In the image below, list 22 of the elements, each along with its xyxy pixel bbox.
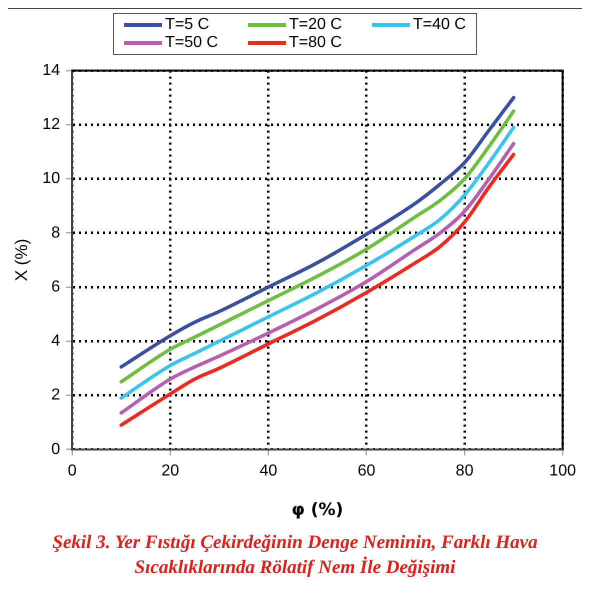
y-tick-label: 2 [51, 386, 60, 404]
y-tick-label: 10 [42, 170, 60, 188]
legend-label: T=50 C [165, 34, 218, 52]
x-tick-label: 0 [68, 462, 77, 480]
y-tick-label: 4 [51, 332, 60, 350]
y-tick-label: 6 [51, 278, 60, 296]
x-axis-title: φ (%) [292, 500, 344, 520]
legend-label: T=80 C [289, 34, 342, 52]
x-tick-label: 80 [456, 462, 474, 480]
text: Şekil 3. Yer Fıstığı Çekirdeğinin Denge Neminin, Farklı Hava Sıcaklıklarında Rölatif Nem İle Değişimi [51, 531, 539, 580]
y-tick-label: 14 [42, 62, 60, 80]
x-tick-label: 100 [549, 462, 576, 480]
y-axis-title: X (%) [12, 238, 31, 282]
x-tick-label: 20 [161, 462, 180, 480]
x-tick-label: 40 [259, 462, 278, 480]
y-tick-label: 0 [51, 440, 60, 458]
y-tick-label: 8 [51, 224, 60, 242]
legend-label: T=5 C [165, 16, 210, 34]
x-tick-label: 60 [358, 462, 376, 480]
legend-label: T=20 C [289, 16, 342, 34]
legend-label: T=40 C [412, 16, 466, 34]
y-tick-label: 12 [42, 116, 60, 134]
